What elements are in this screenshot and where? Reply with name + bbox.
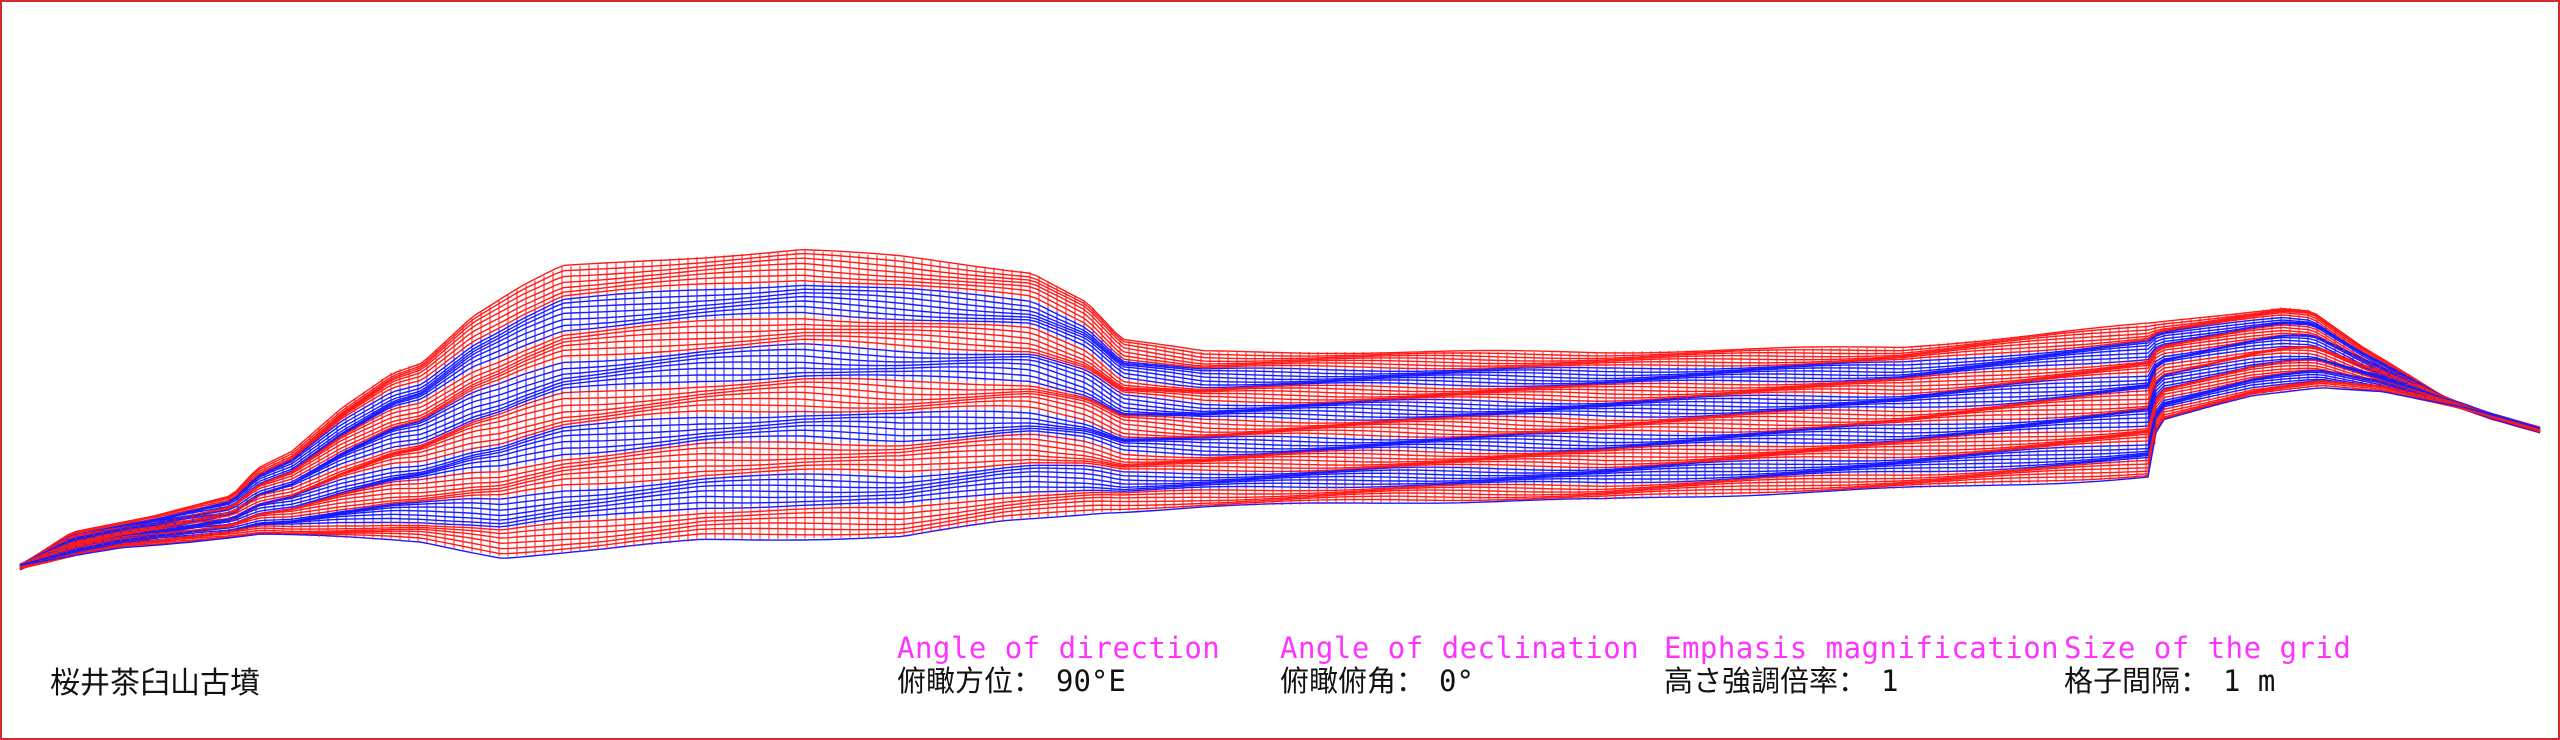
- mesh-row: [19, 300, 2541, 570]
- mesh-row: [19, 369, 2541, 568]
- mesh-row: [19, 380, 2541, 568]
- site-name: 桜井茶臼山古墳: [50, 666, 260, 701]
- mesh-row: [19, 357, 2541, 567]
- mesh-row: [19, 359, 2541, 568]
- declination-param: Angle of declination 俯瞰俯角： 0°: [1280, 632, 1639, 698]
- direction-label-en: Angle of direction: [897, 631, 1221, 665]
- mesh-row: [19, 318, 2541, 567]
- mesh-row: [19, 378, 2541, 567]
- declination-label-jp: 俯瞰俯角：: [1280, 664, 1426, 698]
- mesh-row: [19, 367, 2541, 566]
- grid-value: 1 m: [2223, 664, 2276, 698]
- mesh-row: [19, 295, 2541, 570]
- mesh-row: [19, 331, 2541, 567]
- mesh-row: [19, 305, 2541, 569]
- grid-label-jp: 格子間隔：: [2064, 664, 2210, 698]
- mesh-row: [19, 328, 2541, 566]
- mesh-row: [19, 342, 2541, 566]
- direction-param: Angle of direction 俯瞰方位： 90°E: [897, 632, 1220, 698]
- mesh-row: [19, 334, 2541, 570]
- mesh-row: [19, 358, 2541, 570]
- mesh-row: [19, 334, 2541, 571]
- mesh-row: [19, 323, 2541, 566]
- mesh-row: [19, 291, 2541, 569]
- mesh-row: [19, 284, 2541, 567]
- mesh-row: [19, 268, 2541, 568]
- mesh-row: [19, 288, 2541, 568]
- grid-param: Size of the grid 格子間隔： 1 m: [2064, 632, 2351, 698]
- mesh-row: [19, 334, 2541, 569]
- direction-value: 90°E: [1056, 664, 1126, 698]
- declination-value: 0°: [1439, 664, 1474, 698]
- direction-label-jp: 俯瞰方位：: [897, 664, 1043, 698]
- mesh-row: [19, 373, 2541, 567]
- mesh-row: [19, 347, 2541, 568]
- mesh-row: [19, 376, 2541, 566]
- mesh-row: [19, 279, 2541, 566]
- mesh-row: [19, 358, 2541, 569]
- mesh-row: [19, 369, 2541, 569]
- mesh-row: [19, 371, 2541, 568]
- mesh-row: [19, 369, 2541, 570]
- mesh-row: [19, 345, 2541, 571]
- mesh-row: [19, 387, 2541, 567]
- mesh-row: [19, 336, 2541, 566]
- mesh-row: [19, 345, 2541, 567]
- mesh-row: [19, 370, 2541, 569]
- mesh-row: [19, 311, 2541, 568]
- mesh-row: [19, 380, 2541, 569]
- mesh-row: [19, 257, 2541, 570]
- mesh-row: [19, 346, 2541, 569]
- mesh-lines: [19, 248, 2543, 571]
- mesh-row: [19, 358, 2541, 571]
- mesh-row: [19, 334, 2541, 570]
- emphasis-param: Emphasis magnification 高さ強調倍率： 1: [1664, 632, 2059, 698]
- mesh-row: [19, 361, 2541, 566]
- mesh-row: [19, 274, 2541, 567]
- mesh-row: [19, 262, 2541, 569]
- mesh-row: [19, 252, 2541, 569]
- mesh-row: [19, 349, 2541, 566]
- emphasis-label-en: Emphasis magnification: [1664, 631, 2060, 665]
- mesh-row: [19, 346, 2541, 571]
- mesh-row: [19, 355, 2541, 566]
- mesh-row: [19, 357, 2541, 571]
- mesh-row: [19, 380, 2541, 570]
- mesh-row: [19, 364, 2541, 566]
- mesh-row: [19, 384, 2541, 567]
- mesh-row: [19, 335, 2541, 568]
- mesh-row: [19, 382, 2541, 568]
- emphasis-value: 1: [1881, 664, 1899, 698]
- mesh-row: [19, 380, 2541, 570]
- mesh-row: [19, 381, 2541, 569]
- mesh-row: [19, 369, 2541, 570]
- emphasis-label-jp: 高さ強調倍率：: [1664, 664, 1868, 698]
- declination-label-en: Angle of declination: [1280, 631, 1640, 665]
- mesh-row: [19, 248, 2541, 569]
- grid-label-en: Size of the grid: [2064, 631, 2352, 665]
